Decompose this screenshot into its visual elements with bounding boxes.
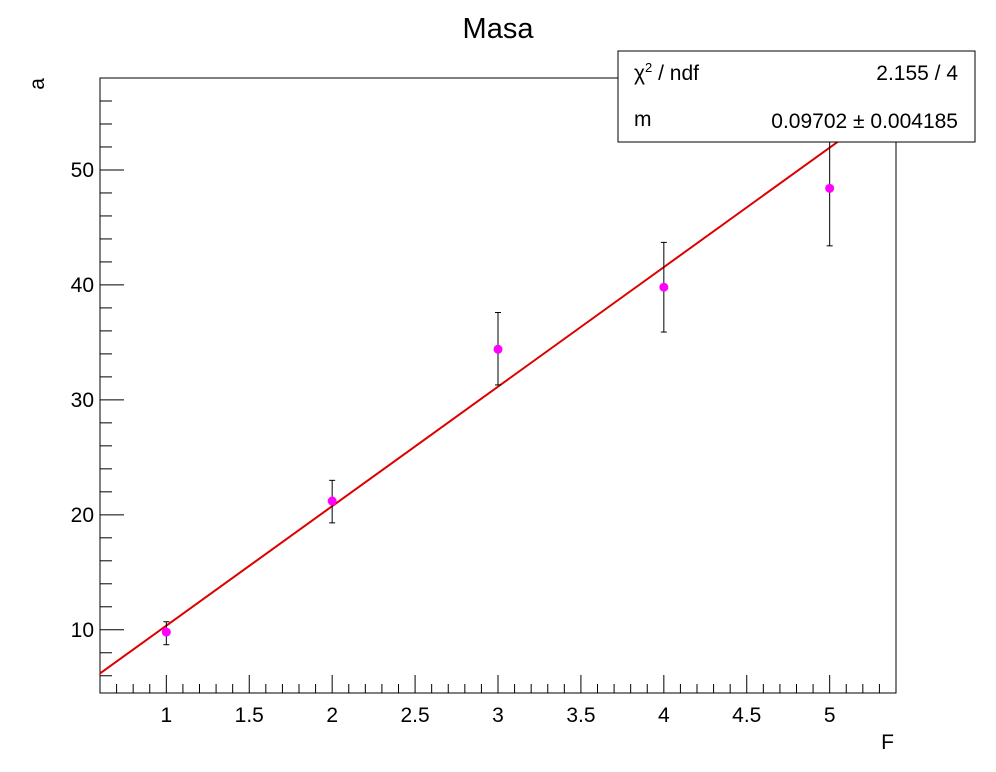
x-tick-label: 3.5 (566, 704, 595, 727)
fit-line (99, 99, 897, 675)
y-axis-tick-labels: 10 20 30 40 50 (71, 159, 94, 642)
x-tick-label: 3 (492, 704, 504, 727)
x-tick-label: 5 (824, 704, 836, 727)
y-axis-label: a (26, 78, 49, 90)
data-point (825, 183, 835, 193)
x-tick-label: 2.5 (400, 704, 429, 727)
stats-value-chi2: 2.155 / 4 (876, 62, 958, 85)
y-tick-label: 20 (71, 504, 94, 527)
x-tick-label: 4 (658, 704, 670, 727)
y-tick-label: 10 (71, 619, 94, 642)
fit-layer (99, 99, 897, 675)
data-points (161, 183, 835, 637)
x-tick-label: 1 (160, 704, 172, 727)
y-tick-label: 40 (71, 274, 94, 297)
x-tick-label: 4.5 (732, 704, 761, 727)
stats-value-m: 0.09702 ± 0.004185 (771, 110, 958, 133)
data-point (659, 282, 669, 292)
y-tick-label: 30 (71, 389, 94, 412)
stats-box: χ2 / ndf 2.155 / 4 m 0.09702 ± 0.004185 (617, 50, 976, 143)
data-point (161, 627, 171, 637)
x-axis-tick-labels: 1 1.5 2 2.5 3 3.5 4 4.5 5 (160, 704, 835, 727)
x-axis-label: F (881, 731, 894, 754)
data-point (327, 496, 337, 506)
x-axis-ticks (99, 675, 897, 693)
chart-title: Masa (463, 13, 535, 45)
stats-box-frame (617, 50, 976, 143)
x-tick-label: 1.5 (235, 704, 264, 727)
stats-label-chi2: χ2 / ndf (634, 60, 699, 85)
y-axis-ticks (100, 77, 124, 677)
stats-label-m: m (634, 108, 652, 131)
y-tick-label: 50 (71, 159, 94, 182)
data-point (493, 344, 503, 354)
x-tick-label: 2 (326, 704, 338, 727)
